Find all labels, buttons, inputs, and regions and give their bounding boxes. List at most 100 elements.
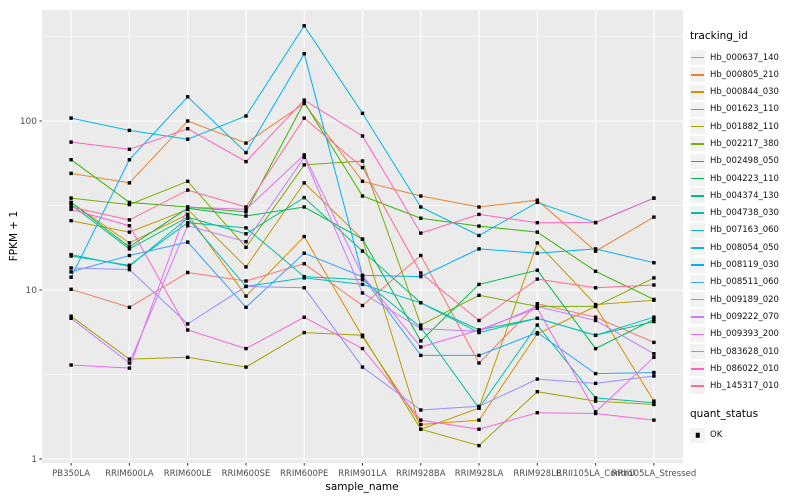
data-point — [302, 195, 306, 200]
legend-line-icon — [691, 56, 704, 59]
data-point — [186, 270, 190, 275]
data-point — [186, 137, 190, 141]
legend-item-label: Hb_009222_070 — [710, 311, 779, 322]
legend-line-icon — [691, 143, 704, 145]
data-point — [535, 268, 539, 272]
data-point — [535, 323, 539, 327]
data-point — [186, 328, 190, 332]
data-point — [360, 346, 365, 351]
data-point — [244, 279, 248, 283]
data-point — [593, 249, 598, 253]
legend-item: Hb_083628_010 — [690, 344, 800, 360]
data-point — [360, 278, 365, 282]
data-point — [302, 251, 306, 255]
data-point — [477, 418, 481, 422]
data-point — [419, 205, 423, 209]
legend-key-swatch — [690, 274, 705, 290]
legend-title: tracking_id — [690, 30, 748, 42]
data-point — [302, 24, 306, 28]
legend-item-label: Hb_086022_010 — [710, 363, 779, 374]
data-point — [535, 377, 539, 381]
data-point — [535, 302, 539, 306]
data-point — [419, 345, 423, 349]
legend-item: Hb_008119_030 — [690, 257, 800, 273]
data-point — [186, 221, 190, 225]
data-point — [302, 153, 306, 157]
legend-key-swatch — [690, 326, 705, 342]
data-point — [419, 274, 423, 279]
data-point — [186, 216, 190, 220]
data-point — [127, 366, 132, 370]
x-tick-label: RRIM600LE — [164, 469, 212, 479]
data-point — [127, 264, 132, 269]
legend-item: Hb_001623_110 — [690, 101, 800, 117]
legend-line-icon — [691, 125, 704, 128]
data-point — [244, 265, 248, 269]
data-point — [360, 282, 365, 287]
legend-key-swatch — [690, 257, 705, 273]
data-point — [477, 406, 481, 410]
data-point — [593, 371, 598, 376]
data-point — [186, 179, 190, 183]
data-point — [69, 266, 73, 270]
data-point — [127, 267, 132, 272]
legend-line-icon — [691, 108, 704, 111]
x-tick-label: RRIM600LA — [105, 469, 154, 479]
legend-item-label: Hb_008511_060 — [710, 277, 779, 288]
data-point — [127, 224, 132, 228]
data-point — [419, 418, 423, 422]
legend-item: Hb_007163_060 — [690, 222, 800, 238]
data-point — [593, 286, 598, 290]
legend-key-swatch — [690, 205, 705, 221]
data-point — [419, 301, 423, 305]
data-point — [593, 333, 598, 337]
data-point — [419, 271, 423, 275]
data-point — [127, 305, 132, 309]
data-point — [244, 210, 248, 214]
legend-line-icon — [691, 229, 704, 232]
data-point — [652, 315, 656, 319]
legend-item-label: Hb_004374_130 — [710, 190, 779, 201]
quant-legend-item: OK — [690, 427, 800, 443]
data-point — [652, 418, 656, 422]
data-point — [69, 316, 73, 320]
data-point — [69, 200, 73, 205]
data-point — [244, 245, 248, 249]
legend-item: Hb_000637_140 — [690, 50, 800, 65]
legend-items: Hb_000637_140 Hb_000805_210 Hb_000844_030 H… — [690, 50, 800, 394]
data-point — [477, 353, 481, 358]
data-point — [244, 240, 248, 244]
legend-line-icon — [691, 350, 704, 353]
legend-item: Hb_004223_110 — [690, 171, 800, 187]
data-point — [652, 317, 656, 322]
data-point — [302, 276, 306, 280]
data-point — [360, 249, 365, 253]
data-point — [535, 304, 539, 309]
data-point — [419, 327, 423, 331]
data-point — [535, 230, 539, 234]
data-point — [593, 399, 598, 403]
data-point — [419, 231, 423, 235]
data-point — [302, 155, 306, 159]
legend-line-icon — [691, 298, 704, 301]
data-point — [69, 314, 73, 318]
legend-key-swatch — [690, 171, 705, 187]
data-point — [593, 381, 598, 386]
data-point — [477, 224, 481, 228]
quant-key-swatch — [690, 427, 705, 443]
data-point — [477, 212, 481, 217]
data-point — [593, 220, 598, 225]
legend-item-label: Hb_001882_110 — [710, 121, 779, 132]
data-point — [535, 330, 539, 335]
data-point — [477, 328, 481, 332]
legend-key-swatch — [690, 101, 705, 117]
legend-key-swatch — [690, 153, 705, 169]
data-point — [652, 352, 656, 356]
data-point — [302, 181, 306, 185]
data-point — [535, 251, 539, 255]
legend-line-icon — [691, 385, 704, 387]
legend-item-label: Hb_008119_030 — [710, 260, 779, 271]
quant-legend-label: OK — [710, 430, 723, 441]
